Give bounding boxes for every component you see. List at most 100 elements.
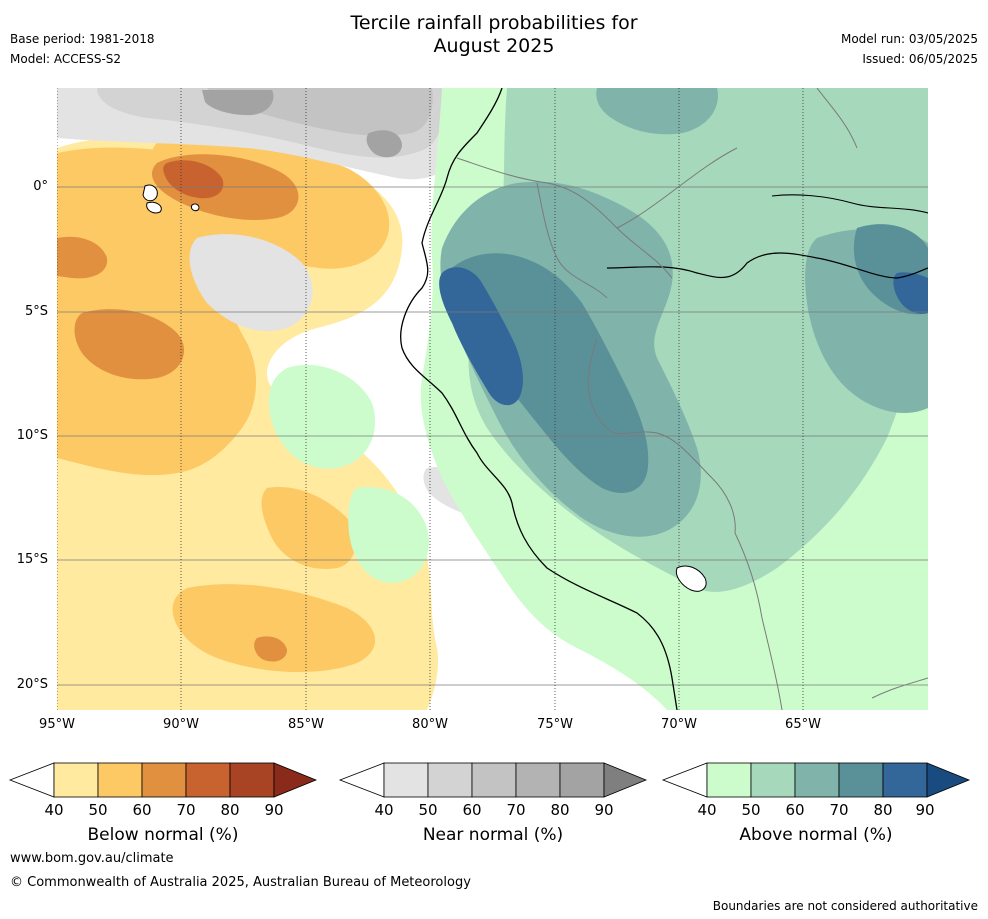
lon-label-75w: 75°W: [537, 717, 573, 732]
border-4: [587, 337, 736, 534]
probability-map: [57, 88, 928, 710]
below-70-area: [163, 160, 224, 199]
below-normal-region: [57, 136, 438, 710]
near-low-extend: [338, 762, 385, 798]
above-swatch-40: [706, 762, 752, 798]
above-tick-60: 60: [785, 801, 805, 819]
below-50-area-south: [172, 584, 376, 673]
below-60-area-4: [254, 636, 287, 662]
near-tick-70: 70: [506, 801, 526, 819]
above-60-area-north: [596, 88, 718, 135]
colorbar-near-svg: [338, 762, 648, 798]
below-60-area-3: [57, 236, 108, 279]
below-swatch-80: [229, 762, 275, 798]
colorbar-above-svg: [661, 762, 971, 798]
colorbar-near: [338, 762, 650, 798]
base-period-text: Base period: 1981-2018: [10, 32, 155, 46]
galapagos-islands: [142, 184, 200, 214]
near-tick-40: 40: [374, 801, 394, 819]
above-colorbar-title: Above normal (%): [739, 825, 893, 845]
colorbar-above: [661, 762, 973, 798]
gridlines: [57, 186, 928, 686]
above-80-area: [439, 267, 523, 406]
above-high-extend: [926, 762, 971, 798]
near-swatch-50: [427, 762, 473, 798]
near-swatch-80: [559, 762, 605, 798]
lat-label-20s: 20°S: [16, 677, 48, 692]
footer-url: www.bom.gov.au/climate: [10, 851, 174, 866]
below-tick-80: 80: [220, 801, 240, 819]
above-swatch-60: [794, 762, 840, 798]
lon-label-85w: 85°W: [288, 717, 324, 732]
below-50-area-mid: [261, 487, 356, 569]
above-tick-80: 80: [873, 801, 893, 819]
island-3: [191, 203, 200, 212]
lat-label-5s: 5°S: [24, 304, 48, 319]
below-swatch-60: [141, 762, 187, 798]
near-tick-60: 60: [462, 801, 482, 819]
above-80-area-east: [893, 272, 928, 314]
below-swatch-40: [53, 762, 99, 798]
lon-label-90w: 90°W: [163, 717, 199, 732]
lat-label-15s: 15°S: [16, 552, 48, 567]
below-60-area-2: [74, 309, 185, 380]
island-1: [142, 184, 158, 202]
near-colorbar-title: Near normal (%): [422, 825, 564, 845]
above-low-extend: [661, 762, 708, 798]
lon-label-80w: 80°W: [412, 717, 448, 732]
meta-right: Model run: 03/05/2025 Issued: 06/05/2025: [841, 29, 978, 69]
above-tick-40: 40: [697, 801, 717, 819]
near-tick-50: 50: [418, 801, 438, 819]
colorbar-below: [8, 762, 320, 798]
near-70-area-1: [202, 90, 274, 116]
below-colorbar-title: Below normal (%): [87, 825, 239, 845]
near-40-area-mid: [189, 234, 313, 332]
title-line-1: Tercile rainfall probabilities for: [350, 12, 638, 34]
below-swatch-50: [97, 762, 143, 798]
below-swatch-70: [185, 762, 231, 798]
lon-label-70w: 70°W: [661, 717, 697, 732]
below-tick-50: 50: [88, 801, 108, 819]
below-tick-60: 60: [132, 801, 152, 819]
island-2: [146, 201, 162, 214]
border-5: [734, 532, 783, 710]
above-tick-70: 70: [829, 801, 849, 819]
border-7: [871, 677, 928, 699]
river-north: [771, 194, 928, 214]
lat-label-0: 0°: [33, 179, 48, 194]
near-tick-80: 80: [550, 801, 570, 819]
near-swatch-60: [471, 762, 517, 798]
below-tick-90: 90: [264, 801, 284, 819]
coastline: [400, 88, 678, 710]
border-1: [456, 157, 673, 279]
above-40-area-ocean: [268, 364, 376, 469]
model-run-text: Model run: 03/05/2025: [840, 32, 978, 46]
country-borders: [456, 88, 928, 710]
above-swatch-70: [838, 762, 884, 798]
near-normal-region: [57, 88, 779, 650]
near-70-area-2: [366, 130, 402, 158]
lat-label-10s: 10°S: [16, 428, 48, 443]
below-low-extend: [8, 762, 55, 798]
above-40-area-ocean-south: [348, 487, 429, 583]
copyright-text: © Commonwealth of Australia 2025, Austra…: [10, 875, 471, 890]
above-tick-50: 50: [741, 801, 761, 819]
below-50-area-west: [57, 147, 257, 476]
above-normal-region: [268, 88, 928, 710]
title-line-2: August 2025: [433, 35, 555, 57]
above-swatch-50: [750, 762, 796, 798]
above-tick-90: 90: [915, 801, 935, 819]
above-swatch-80: [882, 762, 928, 798]
map-canvas: [57, 88, 928, 710]
colorbar-below-svg: [8, 762, 318, 798]
below-tick-70: 70: [176, 801, 196, 819]
near-tick-90: 90: [594, 801, 614, 819]
near-swatch-70: [515, 762, 561, 798]
near-high-extend: [603, 762, 648, 798]
issued-text: Issued: 06/05/2025: [862, 52, 978, 66]
map-title: Tercile rainfall probabilities for Augus…: [0, 12, 988, 58]
model-text: Model: ACCESS-S2: [10, 52, 122, 66]
border-3: [616, 147, 738, 229]
disclaimer-text: Boundaries are not considered authoritat…: [712, 899, 978, 913]
lake: [675, 565, 707, 592]
